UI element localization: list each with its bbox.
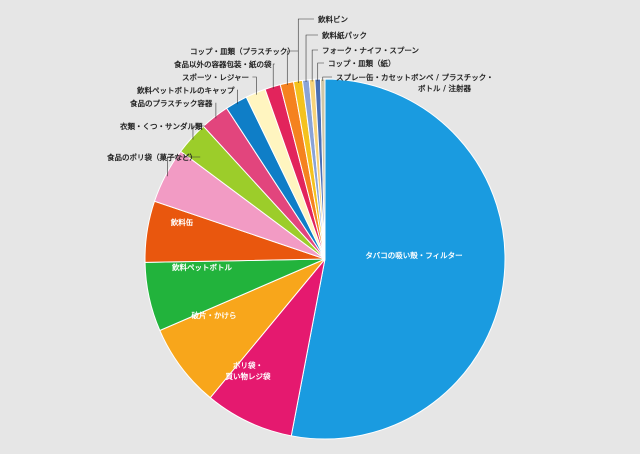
leader-line bbox=[272, 63, 275, 89]
slice-label: 食品のプラスチック容器 bbox=[130, 98, 213, 108]
slice-label: フォーク・ナイフ・スプーン bbox=[322, 45, 419, 55]
slice-label: コップ・皿類（プラスチック） bbox=[190, 46, 295, 56]
slice-label: スポーツ・レジャー bbox=[182, 72, 249, 82]
leader-line bbox=[305, 34, 318, 83]
slice-label: 飲料ペットボトルのキャップ bbox=[136, 85, 235, 95]
leader-line bbox=[236, 89, 238, 105]
slice-label: 破片・かけら bbox=[192, 310, 237, 320]
leader-line bbox=[252, 76, 257, 95]
slice-label: 飲料ビン bbox=[317, 14, 348, 24]
leader-line bbox=[297, 18, 314, 84]
slice-label: 飲料缶 bbox=[170, 217, 194, 227]
leader-line bbox=[322, 76, 332, 82]
slice-label: コップ・皿類（紙） bbox=[328, 58, 396, 68]
leader-line bbox=[167, 156, 201, 177]
slice-label: 飲料ペットボトル bbox=[171, 262, 232, 272]
slice-label: 飲料紙パック bbox=[321, 30, 367, 40]
slice-label: スプレー缶・カセットボンベ / プラスチック・ボトル / 注射器 bbox=[336, 72, 494, 93]
leader-line bbox=[317, 62, 324, 82]
leader-line bbox=[311, 49, 318, 82]
slice-label: 食品以外の容器包装・紙の袋 bbox=[174, 59, 272, 69]
slice-label: タバコの吸い殻・フィルター bbox=[365, 250, 462, 260]
slice-label: 衣類・くつ・サンダル類 bbox=[120, 121, 203, 131]
slice-label: ポリ袋・買い物レジ袋 bbox=[226, 360, 271, 381]
pie-slice bbox=[290, 78, 506, 440]
slice-label: 食品のポリ袋（菓子など） bbox=[107, 152, 197, 162]
pie-slice bbox=[209, 258, 326, 437]
leader-line bbox=[192, 125, 206, 140]
leader-line bbox=[286, 50, 299, 86]
